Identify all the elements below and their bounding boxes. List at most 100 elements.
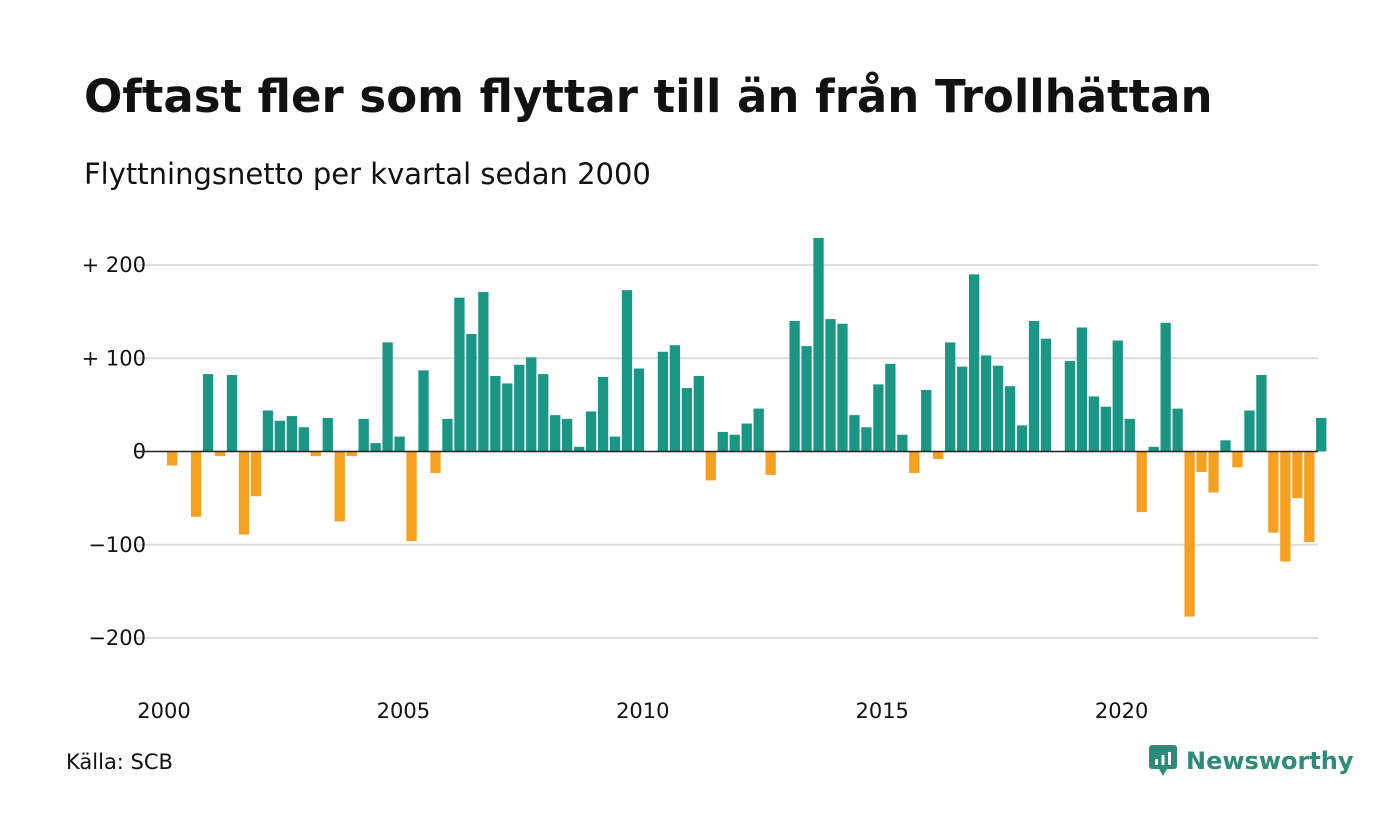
- bar-2020Q2: [1136, 451, 1147, 513]
- bar-2022Q1: [1220, 440, 1231, 452]
- bar-2012Q3: [765, 451, 776, 475]
- bar-2006Q2: [466, 334, 477, 452]
- y-tick-label: −200: [88, 626, 146, 650]
- bar-2006Q1: [454, 297, 465, 452]
- bar-2003Q2: [322, 417, 333, 452]
- bar-2008Q3: [573, 446, 585, 452]
- bar-2004Q4: [394, 436, 405, 452]
- bar-2018Q2: [1040, 338, 1052, 452]
- x-tick-label: 2015: [855, 699, 908, 723]
- bar-2010Q4: [681, 388, 693, 452]
- bar-2017Q2: [992, 365, 1004, 452]
- bars: [167, 237, 1327, 617]
- bar-2016Q1: [933, 451, 944, 459]
- bar-2013Q2: [801, 346, 812, 452]
- bar-2011Q2: [705, 451, 716, 481]
- bar-2003Q1: [310, 451, 321, 457]
- bar-2021Q1: [1172, 408, 1183, 452]
- bar-2002Q1: [262, 410, 274, 452]
- x-tick-label: 2010: [616, 699, 669, 723]
- bar-2020Q3: [1148, 446, 1159, 452]
- bar-2019Q3: [1100, 406, 1111, 452]
- bar-2003Q4: [346, 451, 357, 457]
- bar-2007Q3: [526, 357, 537, 452]
- bar-2001Q4: [250, 451, 262, 497]
- bar-2021Q3: [1196, 451, 1207, 473]
- chart-subtitle: Flyttningsnetto per kvartal sedan 2000: [84, 157, 651, 191]
- brand-name: Newsworthy: [1186, 747, 1354, 775]
- x-axis-ticks: 2000 2005 2010 2015 2020: [137, 699, 1148, 723]
- bar-2001Q1: [214, 451, 226, 457]
- brand-logo: Newsworthy: [1148, 744, 1354, 778]
- bar-2011Q1: [693, 375, 704, 452]
- bar-2008Q4: [585, 411, 597, 452]
- bar-2005Q2: [418, 370, 429, 452]
- bar-2015Q2: [897, 434, 908, 452]
- bar-2007Q4: [538, 374, 549, 452]
- bar-2009Q3: [621, 290, 633, 452]
- bar-2015Q1: [885, 363, 896, 452]
- bar-2008Q1: [550, 415, 561, 452]
- bar-2019Q1: [1076, 327, 1088, 452]
- bar-2005Q3: [430, 451, 441, 473]
- chart-title: Oftast fler som flyttar till än från Tro…: [84, 70, 1213, 123]
- bar-2012Q2: [753, 408, 764, 452]
- bar-2016Q3: [957, 366, 968, 452]
- bar-2010Q2: [657, 351, 669, 452]
- bar-2017Q4: [1016, 425, 1028, 452]
- bar-2005Q4: [442, 418, 453, 452]
- bar-2002Q4: [298, 427, 309, 452]
- y-tick-label: −100: [88, 533, 146, 557]
- bar-2016Q4: [968, 274, 980, 452]
- bar-2015Q3: [909, 451, 920, 473]
- bar-2019Q4: [1112, 340, 1123, 452]
- bar-2017Q1: [980, 355, 992, 452]
- bar-2010Q3: [669, 345, 681, 452]
- bar-2020Q4: [1160, 322, 1171, 452]
- y-tick-label: + 100: [82, 346, 146, 370]
- bar-2009Q2: [609, 436, 621, 452]
- bar-2004Q2: [370, 443, 381, 452]
- bar-2014Q3: [861, 427, 872, 452]
- x-tick-label: 2005: [377, 699, 430, 723]
- bar-2019Q2: [1088, 396, 1099, 452]
- source-note: Källa: SCB: [66, 750, 173, 774]
- bar-2020Q1: [1124, 418, 1135, 452]
- bar-2002Q2: [274, 420, 286, 452]
- y-tick-label: + 200: [82, 253, 146, 277]
- bar-2004Q3: [382, 342, 393, 452]
- bar-2000Q3: [190, 451, 202, 517]
- newsworthy-logo-icon: [1149, 745, 1177, 776]
- bar-2022Q2: [1232, 451, 1243, 468]
- bar-2016Q2: [945, 342, 956, 452]
- bar-2022Q3: [1244, 410, 1255, 452]
- bar-2015Q4: [921, 389, 932, 452]
- bar-2011Q4: [729, 434, 740, 452]
- bar-2012Q1: [741, 423, 752, 452]
- bar-2000Q1: [167, 451, 178, 466]
- bar-2006Q3: [478, 292, 489, 452]
- x-tick-label: 2020: [1095, 699, 1148, 723]
- bar-2014Q4: [873, 384, 884, 452]
- bar-2013Q4: [825, 319, 836, 452]
- bar-2023Q3: [1292, 451, 1303, 499]
- bar-2021Q2: [1184, 451, 1195, 617]
- bar-2023Q2: [1280, 451, 1291, 562]
- bar-2009Q4: [633, 368, 645, 452]
- bar-2008Q2: [562, 418, 573, 452]
- bar-2006Q4: [490, 375, 501, 452]
- bar-2000Q4: [202, 374, 214, 452]
- x-tick-label: 2000: [137, 699, 190, 723]
- bar-2021Q4: [1208, 451, 1219, 493]
- bar-2013Q3: [813, 237, 824, 452]
- bar-2001Q2: [226, 375, 238, 452]
- bar-2013Q1: [789, 320, 800, 452]
- bar-2002Q3: [286, 416, 297, 452]
- bar-2005Q1: [406, 451, 417, 542]
- bar-2007Q1: [502, 383, 513, 452]
- bar-2017Q3: [1004, 386, 1016, 452]
- bar-2011Q3: [717, 431, 728, 452]
- bar-2014Q2: [849, 415, 860, 452]
- bar-2023Q1: [1268, 451, 1279, 533]
